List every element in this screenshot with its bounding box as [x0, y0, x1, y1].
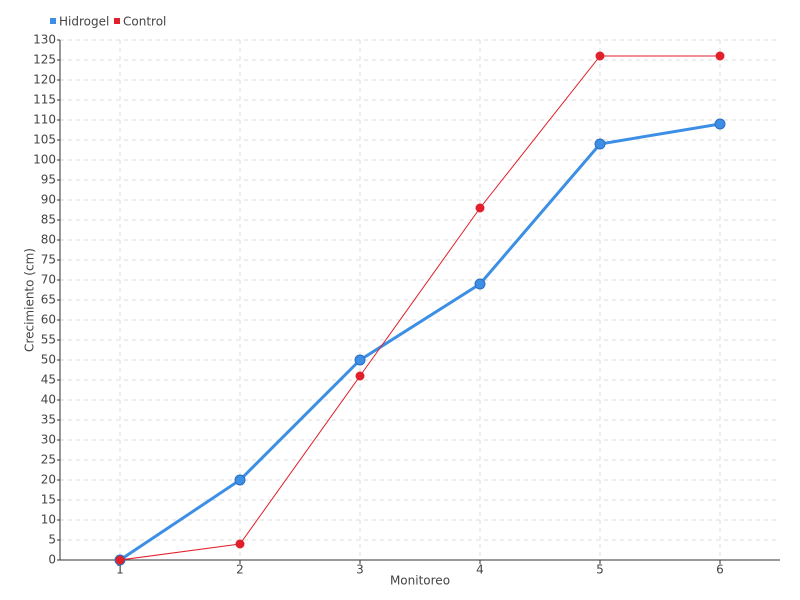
data-point: [234, 474, 246, 486]
y-tick-label: 30: [41, 433, 56, 447]
y-axis-title: Crecimiento (cm): [23, 248, 37, 352]
data-point: [475, 203, 485, 213]
series-line: [119, 122, 721, 562]
y-tick-label: 55: [41, 333, 56, 347]
y-tick-label: 45: [41, 373, 56, 387]
data-point: [355, 371, 365, 381]
y-tick-label: 90: [41, 193, 56, 207]
legend-swatch: [50, 18, 56, 24]
legend-label: Hidrogel: [59, 15, 109, 29]
legend-label: Control: [123, 15, 166, 29]
y-tick-label: 95: [41, 173, 56, 187]
data-point: [595, 51, 605, 61]
y-tick-label: 115: [33, 93, 56, 107]
data-point: [354, 354, 366, 366]
y-tick-label: 5: [48, 533, 56, 547]
y-tick-label: 125: [33, 53, 56, 67]
y-tick-label: 100: [33, 153, 56, 167]
data-point: [474, 278, 486, 290]
y-tick-label: 15: [41, 493, 56, 507]
legend-swatch: [114, 18, 120, 24]
y-tick-label: 40: [41, 393, 56, 407]
x-tick-label: 2: [236, 563, 244, 577]
x-tick-label: 1: [116, 563, 124, 577]
series-line: [119, 55, 720, 561]
y-tick-label: 105: [33, 133, 56, 147]
x-tick-label: 3: [356, 563, 364, 577]
y-tick-label: 0: [48, 553, 56, 567]
data-point: [115, 555, 125, 565]
x-tick-label: 4: [476, 563, 484, 577]
data-point: [235, 539, 245, 549]
y-tick-label: 130: [33, 33, 56, 47]
x-tick-label: 6: [716, 563, 724, 577]
y-tick-label: 110: [33, 113, 56, 127]
y-tick-label: 20: [41, 473, 56, 487]
y-tick-label: 50: [41, 353, 56, 367]
y-tick-label: 70: [41, 273, 56, 287]
data-point: [594, 138, 606, 150]
y-tick-label: 120: [33, 73, 56, 87]
y-tick-label: 80: [41, 233, 56, 247]
x-axis-title: Monitoreo: [390, 574, 450, 588]
y-tick-label: 35: [41, 413, 56, 427]
y-tick-label: 65: [41, 293, 56, 307]
y-tick-label: 60: [41, 313, 56, 327]
data-point: [715, 51, 725, 61]
y-tick-label: 85: [41, 213, 56, 227]
y-tick-label: 75: [41, 253, 56, 267]
y-tick-label: 10: [41, 513, 56, 527]
data-point: [714, 118, 726, 130]
y-tick-label: 25: [41, 453, 56, 467]
x-tick-label: 5: [596, 563, 604, 577]
